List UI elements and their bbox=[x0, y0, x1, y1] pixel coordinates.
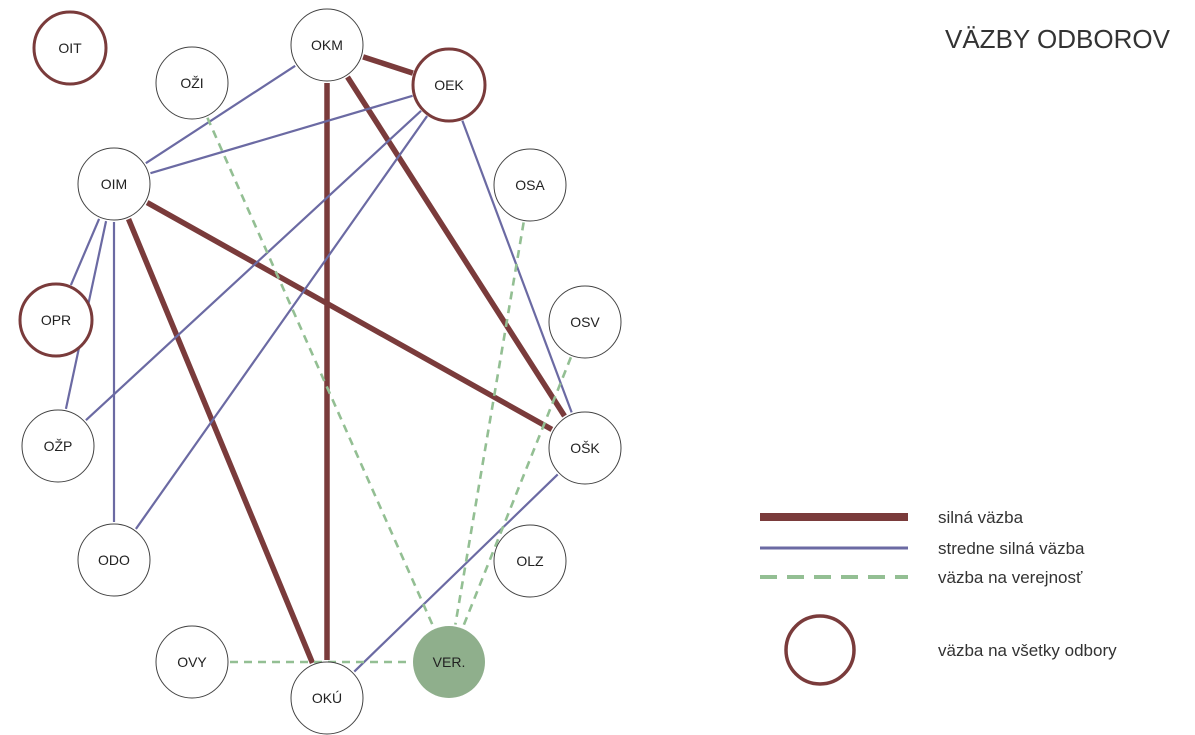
edge-medium-osk-oku bbox=[353, 473, 559, 673]
edges-layer bbox=[64, 54, 573, 673]
node-ovy: OVY bbox=[155, 625, 229, 699]
node-oim: OIM bbox=[77, 147, 151, 221]
node-circle bbox=[77, 147, 151, 221]
node-oit: OIT bbox=[32, 10, 108, 86]
node-label: ODO bbox=[98, 552, 130, 568]
node-circle bbox=[155, 46, 229, 120]
node-circle bbox=[411, 47, 487, 123]
node-label: OEK bbox=[434, 77, 464, 93]
edge-strong-okm-oek bbox=[362, 54, 414, 76]
legend-strong-label: silná väzba bbox=[938, 508, 1024, 527]
node-label: OLZ bbox=[516, 553, 544, 569]
node-osa: OSA bbox=[493, 148, 567, 222]
node-opr: OPR bbox=[18, 282, 94, 358]
node-osk: OŠK bbox=[548, 411, 622, 485]
edge-strong-oim-osk bbox=[145, 200, 554, 432]
node-label: OKM bbox=[311, 37, 343, 53]
page-title: VÄZBY ODBOROV bbox=[945, 24, 1171, 54]
legend-medium-label: stredne silná väzba bbox=[938, 539, 1085, 558]
edge-public-osa-ver bbox=[454, 222, 525, 625]
nodes-layer: OIT OKM OŽI OEK OIM OSA OPR OSV OŽP OŠK ODO OLZ OVY V… bbox=[18, 8, 622, 735]
node-circle bbox=[32, 10, 108, 86]
node-label: OSA bbox=[515, 177, 545, 193]
node-label: OŽI bbox=[180, 75, 203, 91]
edge-medium-oek-odo bbox=[135, 115, 428, 530]
node-ver: VER. bbox=[413, 626, 485, 698]
node-circle bbox=[493, 524, 567, 598]
node-circle bbox=[290, 8, 364, 82]
node-label: OŽP bbox=[44, 438, 73, 454]
node-circle bbox=[77, 523, 151, 597]
node-olz: OLZ bbox=[493, 524, 567, 598]
node-okm: OKM bbox=[290, 8, 364, 82]
node-label: OPR bbox=[41, 312, 71, 328]
node-label: OIT bbox=[58, 40, 82, 56]
edge-medium-oim-opr bbox=[69, 218, 101, 286]
node-label: VER. bbox=[433, 654, 466, 670]
node-label: OVY bbox=[177, 654, 207, 670]
legend-all-circle bbox=[784, 614, 856, 686]
edge-public-ozi-ver bbox=[206, 117, 435, 628]
node-circle bbox=[413, 626, 485, 698]
node-circle bbox=[21, 409, 95, 483]
node-circle bbox=[548, 285, 622, 359]
node-circle bbox=[290, 661, 364, 735]
node-circle bbox=[493, 148, 567, 222]
node-oek: OEK bbox=[411, 47, 487, 123]
legend: silná väzba stredne silná väzba väzba na… bbox=[760, 508, 1117, 686]
node-circle bbox=[548, 411, 622, 485]
node-label: OKÚ bbox=[312, 690, 342, 706]
edge-medium-okm-oim bbox=[145, 64, 296, 165]
node-circle bbox=[18, 282, 94, 358]
edge-strong-oim-oku bbox=[126, 218, 315, 664]
node-label: OIM bbox=[101, 176, 127, 192]
edge-strong-okm-osk bbox=[345, 75, 567, 418]
node-ozi: OŽI bbox=[155, 46, 229, 120]
node-label: OŠK bbox=[570, 440, 600, 456]
node-ozp: OŽP bbox=[21, 409, 95, 483]
node-circle bbox=[155, 625, 229, 699]
edge-medium-oek-ozp bbox=[85, 109, 422, 422]
node-oku: OKÚ bbox=[290, 661, 364, 735]
node-label: OSV bbox=[570, 314, 600, 330]
edge-medium-oek-oim bbox=[150, 94, 413, 175]
legend-public-label: väzba na verejnosť bbox=[938, 568, 1083, 587]
edge-public-osv-ver bbox=[461, 356, 573, 628]
legend-all-label: väzba na všetky odbory bbox=[938, 641, 1117, 660]
node-osv: OSV bbox=[548, 285, 622, 359]
node-odo: ODO bbox=[77, 523, 151, 597]
